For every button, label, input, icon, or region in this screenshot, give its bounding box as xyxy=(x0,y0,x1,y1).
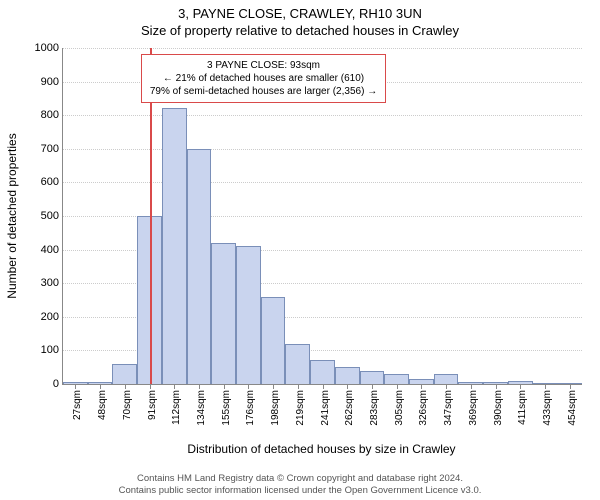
grid-line xyxy=(63,48,582,49)
grid-line xyxy=(63,149,582,150)
x-tick-mark xyxy=(273,384,274,389)
bar xyxy=(261,297,286,384)
bar xyxy=(434,374,459,384)
titles: 3, PAYNE CLOSE, CRAWLEY, RH10 3UN Size o… xyxy=(0,0,600,38)
x-tick-label: 390sqm xyxy=(493,390,504,426)
y-tick-label: 1000 xyxy=(35,42,63,54)
annotation-line: ← 21% of detached houses are smaller (61… xyxy=(150,72,377,85)
x-tick-mark xyxy=(100,384,101,389)
x-tick-label: 433sqm xyxy=(542,390,553,426)
y-tick-label: 400 xyxy=(41,244,63,256)
bar xyxy=(211,243,236,384)
annotation-box: 3 PAYNE CLOSE: 93sqm← 21% of detached ho… xyxy=(141,54,386,103)
x-tick-mark xyxy=(125,384,126,389)
x-tick-mark xyxy=(471,384,472,389)
x-tick-mark xyxy=(224,384,225,389)
x-tick-mark xyxy=(570,384,571,389)
x-tick-label: 219sqm xyxy=(295,390,306,426)
x-tick-label: 112sqm xyxy=(171,390,182,425)
x-tick-label: 134sqm xyxy=(196,390,207,426)
bar xyxy=(236,246,261,384)
bar xyxy=(187,149,212,384)
x-tick-mark xyxy=(174,384,175,389)
x-tick-mark xyxy=(150,384,151,389)
footer-line2: Contains public sector information licen… xyxy=(0,485,600,497)
y-tick-label: 600 xyxy=(41,176,63,188)
annotation-line: 3 PAYNE CLOSE: 93sqm xyxy=(150,59,377,72)
title-sub: Size of property relative to detached ho… xyxy=(0,23,600,38)
x-tick-mark xyxy=(421,384,422,389)
x-tick-label: 48sqm xyxy=(97,390,108,420)
bar xyxy=(310,360,335,384)
x-tick-mark xyxy=(446,384,447,389)
footer: Contains HM Land Registry data © Crown c… xyxy=(0,473,600,497)
x-tick-label: 241sqm xyxy=(320,390,331,426)
x-tick-label: 283sqm xyxy=(369,390,380,426)
y-tick-label: 700 xyxy=(41,143,63,155)
x-tick-label: 262sqm xyxy=(344,390,355,426)
y-tick-label: 500 xyxy=(41,210,63,222)
plot-area: 0100200300400500600700800900100027sqm48s… xyxy=(62,48,582,385)
y-tick-label: 200 xyxy=(41,311,63,323)
y-tick-label: 900 xyxy=(41,76,63,88)
footer-line1: Contains HM Land Registry data © Crown c… xyxy=(0,473,600,485)
bar xyxy=(285,344,310,384)
x-tick-label: 155sqm xyxy=(221,390,232,426)
x-tick-label: 91sqm xyxy=(147,390,158,420)
bar xyxy=(360,371,385,384)
x-tick-label: 305sqm xyxy=(394,390,405,426)
x-tick-label: 454sqm xyxy=(567,390,578,426)
bar xyxy=(384,374,409,384)
x-tick-label: 176sqm xyxy=(245,390,256,426)
grid-line xyxy=(63,115,582,116)
y-tick-label: 800 xyxy=(41,109,63,121)
x-tick-mark xyxy=(520,384,521,389)
x-tick-mark xyxy=(199,384,200,389)
x-tick-mark xyxy=(347,384,348,389)
title-main: 3, PAYNE CLOSE, CRAWLEY, RH10 3UN xyxy=(0,6,600,21)
x-tick-label: 369sqm xyxy=(468,390,479,426)
x-tick-mark xyxy=(75,384,76,389)
x-tick-label: 411sqm xyxy=(517,390,528,425)
x-tick-mark xyxy=(323,384,324,389)
grid-line xyxy=(63,182,582,183)
x-tick-label: 347sqm xyxy=(443,390,454,426)
y-axis-label: Number of detached properties xyxy=(5,133,19,298)
x-tick-label: 27sqm xyxy=(72,390,83,420)
bar xyxy=(112,364,137,384)
x-tick-label: 70sqm xyxy=(122,390,133,420)
chart-container: 3, PAYNE CLOSE, CRAWLEY, RH10 3UN Size o… xyxy=(0,0,600,500)
x-axis-label: Distribution of detached houses by size … xyxy=(62,442,581,456)
bar xyxy=(335,367,360,384)
x-tick-mark xyxy=(298,384,299,389)
x-tick-label: 326sqm xyxy=(418,390,429,426)
x-tick-mark xyxy=(545,384,546,389)
y-tick-label: 300 xyxy=(41,277,63,289)
y-tick-label: 100 xyxy=(41,344,63,356)
annotation-line: 79% of semi-detached houses are larger (… xyxy=(150,85,377,98)
x-tick-mark xyxy=(496,384,497,389)
x-tick-mark xyxy=(372,384,373,389)
x-tick-label: 198sqm xyxy=(270,390,281,426)
x-tick-mark xyxy=(248,384,249,389)
x-tick-mark xyxy=(397,384,398,389)
bar xyxy=(162,108,187,384)
y-tick-label: 0 xyxy=(53,378,63,390)
